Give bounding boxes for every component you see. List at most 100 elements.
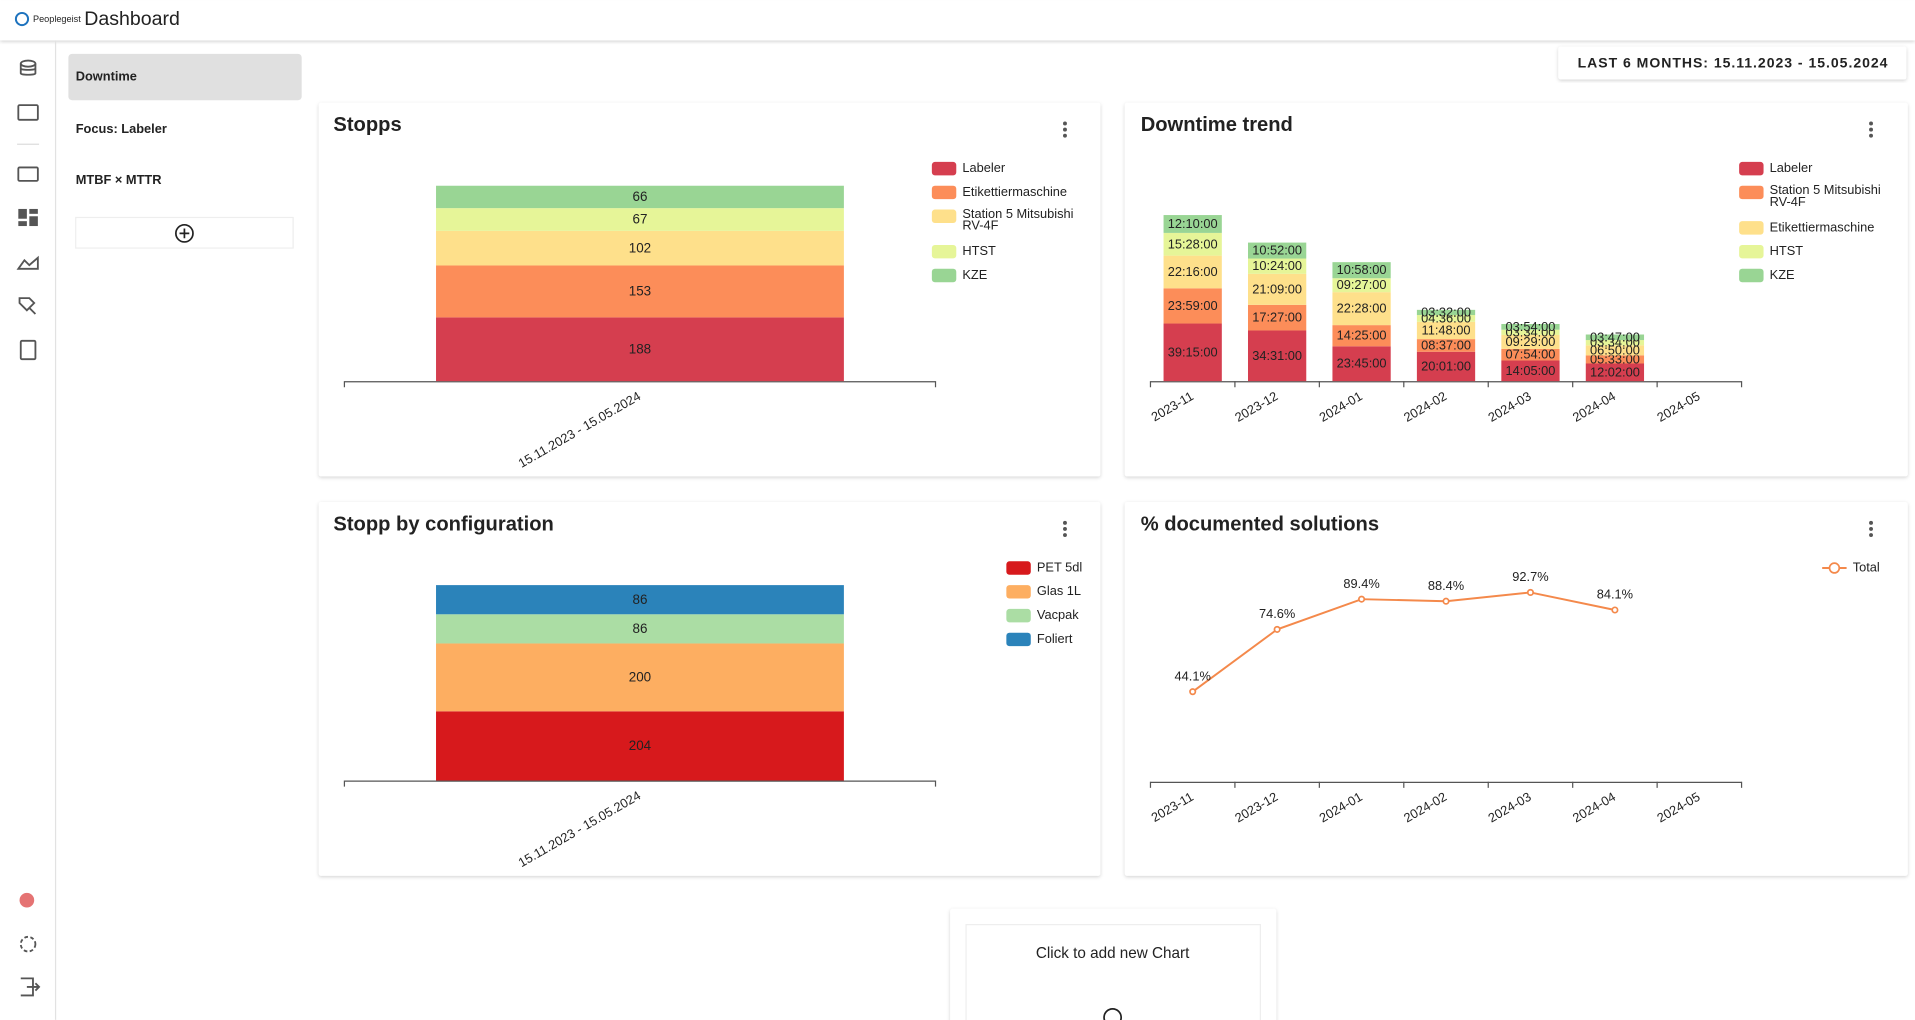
add-chart-icon	[1103, 1008, 1123, 1020]
menu-dot[interactable]	[1869, 121, 1873, 126]
legend-label: Foliert	[1037, 631, 1073, 646]
bar-segment	[436, 185, 844, 209]
date-range[interactable]: LAST 6 MONTHS: 15.11.2023 - 15.05.2024	[1578, 54, 1889, 70]
legend-swatch	[1006, 585, 1031, 599]
nav-icons	[16, 59, 41, 997]
data-label: 14:25:00	[1337, 328, 1387, 343]
shield-icon[interactable]	[19, 892, 35, 908]
logo-text: Peoplegeist	[33, 14, 81, 24]
data-label: 44.1%	[1175, 668, 1211, 683]
legend-label: PET 5dl	[1037, 559, 1082, 574]
legend-swatch	[1739, 244, 1764, 259]
data-label: 09:29:00	[1506, 334, 1556, 349]
bar-segment	[1416, 309, 1476, 316]
legend-label: HTST	[1770, 243, 1804, 258]
menu-dot[interactable]	[1063, 526, 1067, 531]
data-label: 17:27:00	[1252, 310, 1302, 325]
legend-swatch	[1739, 161, 1764, 176]
list-icon[interactable]	[17, 104, 39, 121]
add-chart-label[interactable]: Click to add new Chart	[1036, 945, 1190, 962]
line	[1192, 591, 1616, 693]
tab[interactable]: MTBF × MTTR	[76, 172, 162, 187]
date-range-box[interactable]	[1558, 46, 1907, 80]
menu-dot[interactable]	[1063, 133, 1067, 138]
legend-swatch	[931, 185, 957, 200]
chart-title: Downtime trend	[1141, 114, 1293, 136]
bar-segment	[436, 643, 844, 712]
chart-title: Stopps	[333, 114, 401, 136]
bar-segment	[1416, 339, 1476, 352]
legend-label: Etikettiermaschine	[1770, 219, 1875, 234]
bar-segment	[1416, 321, 1476, 340]
bar-segment	[1163, 323, 1222, 382]
logout-icon[interactable]	[20, 977, 41, 997]
data-label: 08:37:00	[1421, 337, 1471, 352]
legend-swatch	[931, 161, 957, 176]
data-label: 39:15:00	[1168, 344, 1218, 359]
dashboard-icon[interactable]	[18, 208, 27, 219]
tab-active[interactable]	[68, 53, 302, 101]
data-label: 22:28:00	[1337, 301, 1387, 316]
bar-segment	[1501, 323, 1560, 330]
dashboard-icon-part	[29, 216, 38, 227]
bar-segment	[1163, 288, 1222, 324]
data-label: 23:45:00	[1337, 356, 1387, 371]
chart-icon[interactable]	[16, 255, 39, 270]
settings-icon[interactable]	[19, 935, 37, 953]
data-label: 66	[632, 189, 647, 204]
legend-swatch	[1006, 632, 1031, 647]
menu-dot[interactable]	[1869, 127, 1873, 132]
bar-segment	[1416, 315, 1476, 322]
bar-segment	[436, 208, 844, 231]
menu-dot[interactable]	[1063, 127, 1067, 132]
bar-segment	[1585, 355, 1645, 364]
legend-label: Glas 1L	[1037, 583, 1081, 598]
bar-segment	[436, 265, 844, 318]
chart-title: Stopp by configuration	[333, 514, 553, 536]
add-chart-box[interactable]	[965, 924, 1261, 1020]
data-label: 21:09:00	[1252, 281, 1302, 296]
point	[1273, 625, 1281, 633]
data-label: 92.7%	[1512, 569, 1548, 584]
legend-swatch	[1739, 221, 1764, 235]
menu-dot[interactable]	[1869, 533, 1873, 537]
monitor-icon[interactable]	[17, 166, 39, 182]
bar-segment	[1247, 258, 1307, 274]
legend-swatch	[1006, 561, 1031, 575]
data-label: 10:24:00	[1252, 258, 1302, 273]
chart-title: % documented solutions	[1141, 514, 1379, 536]
menu-dot[interactable]	[1869, 520, 1873, 525]
menu-dot[interactable]	[1063, 121, 1067, 126]
legend-swatch	[931, 244, 957, 259]
bar-segment	[1585, 363, 1645, 382]
point	[1611, 606, 1619, 614]
bar-segment	[1585, 340, 1645, 346]
bar-segment	[1501, 334, 1560, 349]
legend-label: Total	[1853, 559, 1880, 574]
tag-search-icon[interactable]	[18, 297, 37, 315]
data-label: 23:59:00	[1168, 298, 1218, 313]
menu-dot[interactable]	[1063, 520, 1067, 525]
bar-segment	[1501, 348, 1560, 361]
menu-dot[interactable]	[1869, 526, 1873, 531]
bar-segment	[1332, 278, 1391, 293]
legend-label: Station 5 Mitsubishi RV-4F	[962, 206, 1077, 233]
tab[interactable]: Downtime	[76, 68, 137, 83]
menu-dot[interactable]	[1869, 133, 1873, 138]
legend-label: Labeler	[1770, 160, 1813, 175]
menu-dot[interactable]	[1063, 533, 1067, 537]
data-label: 102	[629, 240, 651, 255]
data-label: 12:10:00	[1168, 216, 1218, 231]
data-label: 03:54:00	[1506, 319, 1556, 334]
bar-segment	[1332, 346, 1391, 382]
book-icon[interactable]	[19, 339, 37, 361]
bar-segment	[1247, 273, 1307, 305]
data-label: 89.4%	[1343, 576, 1379, 591]
legend-label-line: RV-4F	[962, 218, 998, 233]
bar-segment	[1501, 329, 1560, 335]
data-label: 200	[629, 670, 651, 685]
logo-icon	[14, 11, 30, 27]
dashboard-icon-part	[18, 221, 27, 227]
legend-label: HTST	[962, 243, 996, 258]
tab[interactable]: Focus: Labeler	[76, 121, 167, 136]
